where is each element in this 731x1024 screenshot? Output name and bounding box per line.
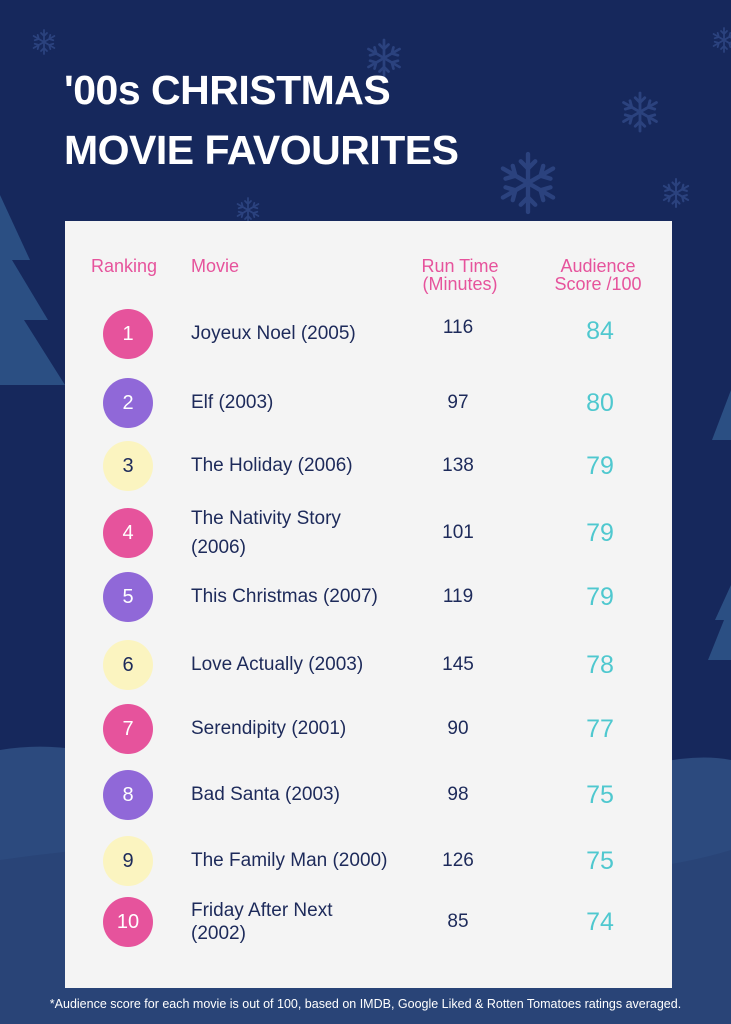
- audience-score-value: 84: [586, 317, 614, 345]
- runtime-value: 101: [442, 522, 474, 543]
- runtime-value: 145: [442, 654, 474, 675]
- rank-badge: 1: [103, 309, 153, 359]
- page-title: '00s CHRISTMAS MOVIE FAVOURITES: [64, 60, 459, 180]
- runtime-value: 119: [442, 586, 474, 607]
- runtime-value: 126: [442, 850, 474, 871]
- rank-badge: 4: [103, 508, 153, 558]
- tree-left: [0, 195, 65, 385]
- audience-score-value: 79: [586, 519, 614, 547]
- audience-score-value: 79: [586, 452, 614, 480]
- movie-title: The Family Man (2000): [191, 850, 388, 871]
- movie-title: Elf (2003): [191, 392, 274, 413]
- rankings-table: Ranking Movie Run Time (Minutes) Audienc…: [65, 221, 672, 988]
- header-ranking: Ranking: [91, 256, 158, 276]
- runtime-value: 98: [447, 784, 469, 805]
- title-line-1: '00s CHRISTMAS: [64, 67, 391, 113]
- movie-title: The Holiday (2006): [191, 455, 353, 476]
- header-movie: Movie: [191, 256, 240, 276]
- rank-badge: 5: [103, 572, 153, 622]
- rank-badge: 7: [103, 704, 153, 754]
- movie-title: Joyeux Noel (2005): [191, 323, 356, 344]
- runtime-value: 97: [447, 392, 469, 413]
- audience-score-value: 78: [586, 651, 614, 679]
- header-score: Audience Score /100: [543, 257, 653, 293]
- header-runtime-line-1: Run Time: [421, 256, 499, 276]
- movie-title: Friday After Next (2002): [191, 900, 333, 944]
- audience-score-value: 75: [586, 847, 614, 875]
- movie-title: This Christmas (2007): [191, 586, 378, 607]
- rank-badge: 6: [103, 640, 153, 690]
- runtime-value: 90: [447, 718, 469, 739]
- rank-badge: 2: [103, 378, 153, 428]
- audience-score-value: 74: [586, 908, 614, 936]
- header-score-line-1: Audience: [560, 256, 636, 276]
- rank-badge: 3: [103, 441, 153, 491]
- header-runtime-line-2: (Minutes): [422, 274, 498, 294]
- audience-score-value: 75: [586, 781, 614, 809]
- movie-title: Bad Santa (2003): [191, 784, 340, 805]
- audience-score-value: 79: [586, 583, 614, 611]
- tree-right-bottom: [708, 585, 731, 660]
- rank-badge: 9: [103, 836, 153, 886]
- rank-badge: 10: [103, 897, 153, 947]
- header-score-line-2: Score /100: [554, 274, 642, 294]
- title-line-2: MOVIE FAVOURITES: [64, 127, 459, 173]
- runtime-value: 85: [447, 911, 469, 932]
- runtime-value: 138: [442, 455, 474, 476]
- rank-badge: 8: [103, 770, 153, 820]
- movie-title: Serendipity (2001): [191, 718, 347, 739]
- movie-title: Love Actually (2003): [191, 654, 364, 675]
- audience-score-value: 77: [586, 715, 614, 743]
- runtime-value: 116: [442, 317, 474, 338]
- tree-right-top: [712, 390, 731, 440]
- footnote: *Audience score for each movie is out of…: [49, 997, 682, 1011]
- audience-score-value: 80: [586, 389, 614, 417]
- movie-title: The Nativity Story (2006): [191, 508, 341, 558]
- header-runtime: Run Time (Minutes): [410, 257, 510, 293]
